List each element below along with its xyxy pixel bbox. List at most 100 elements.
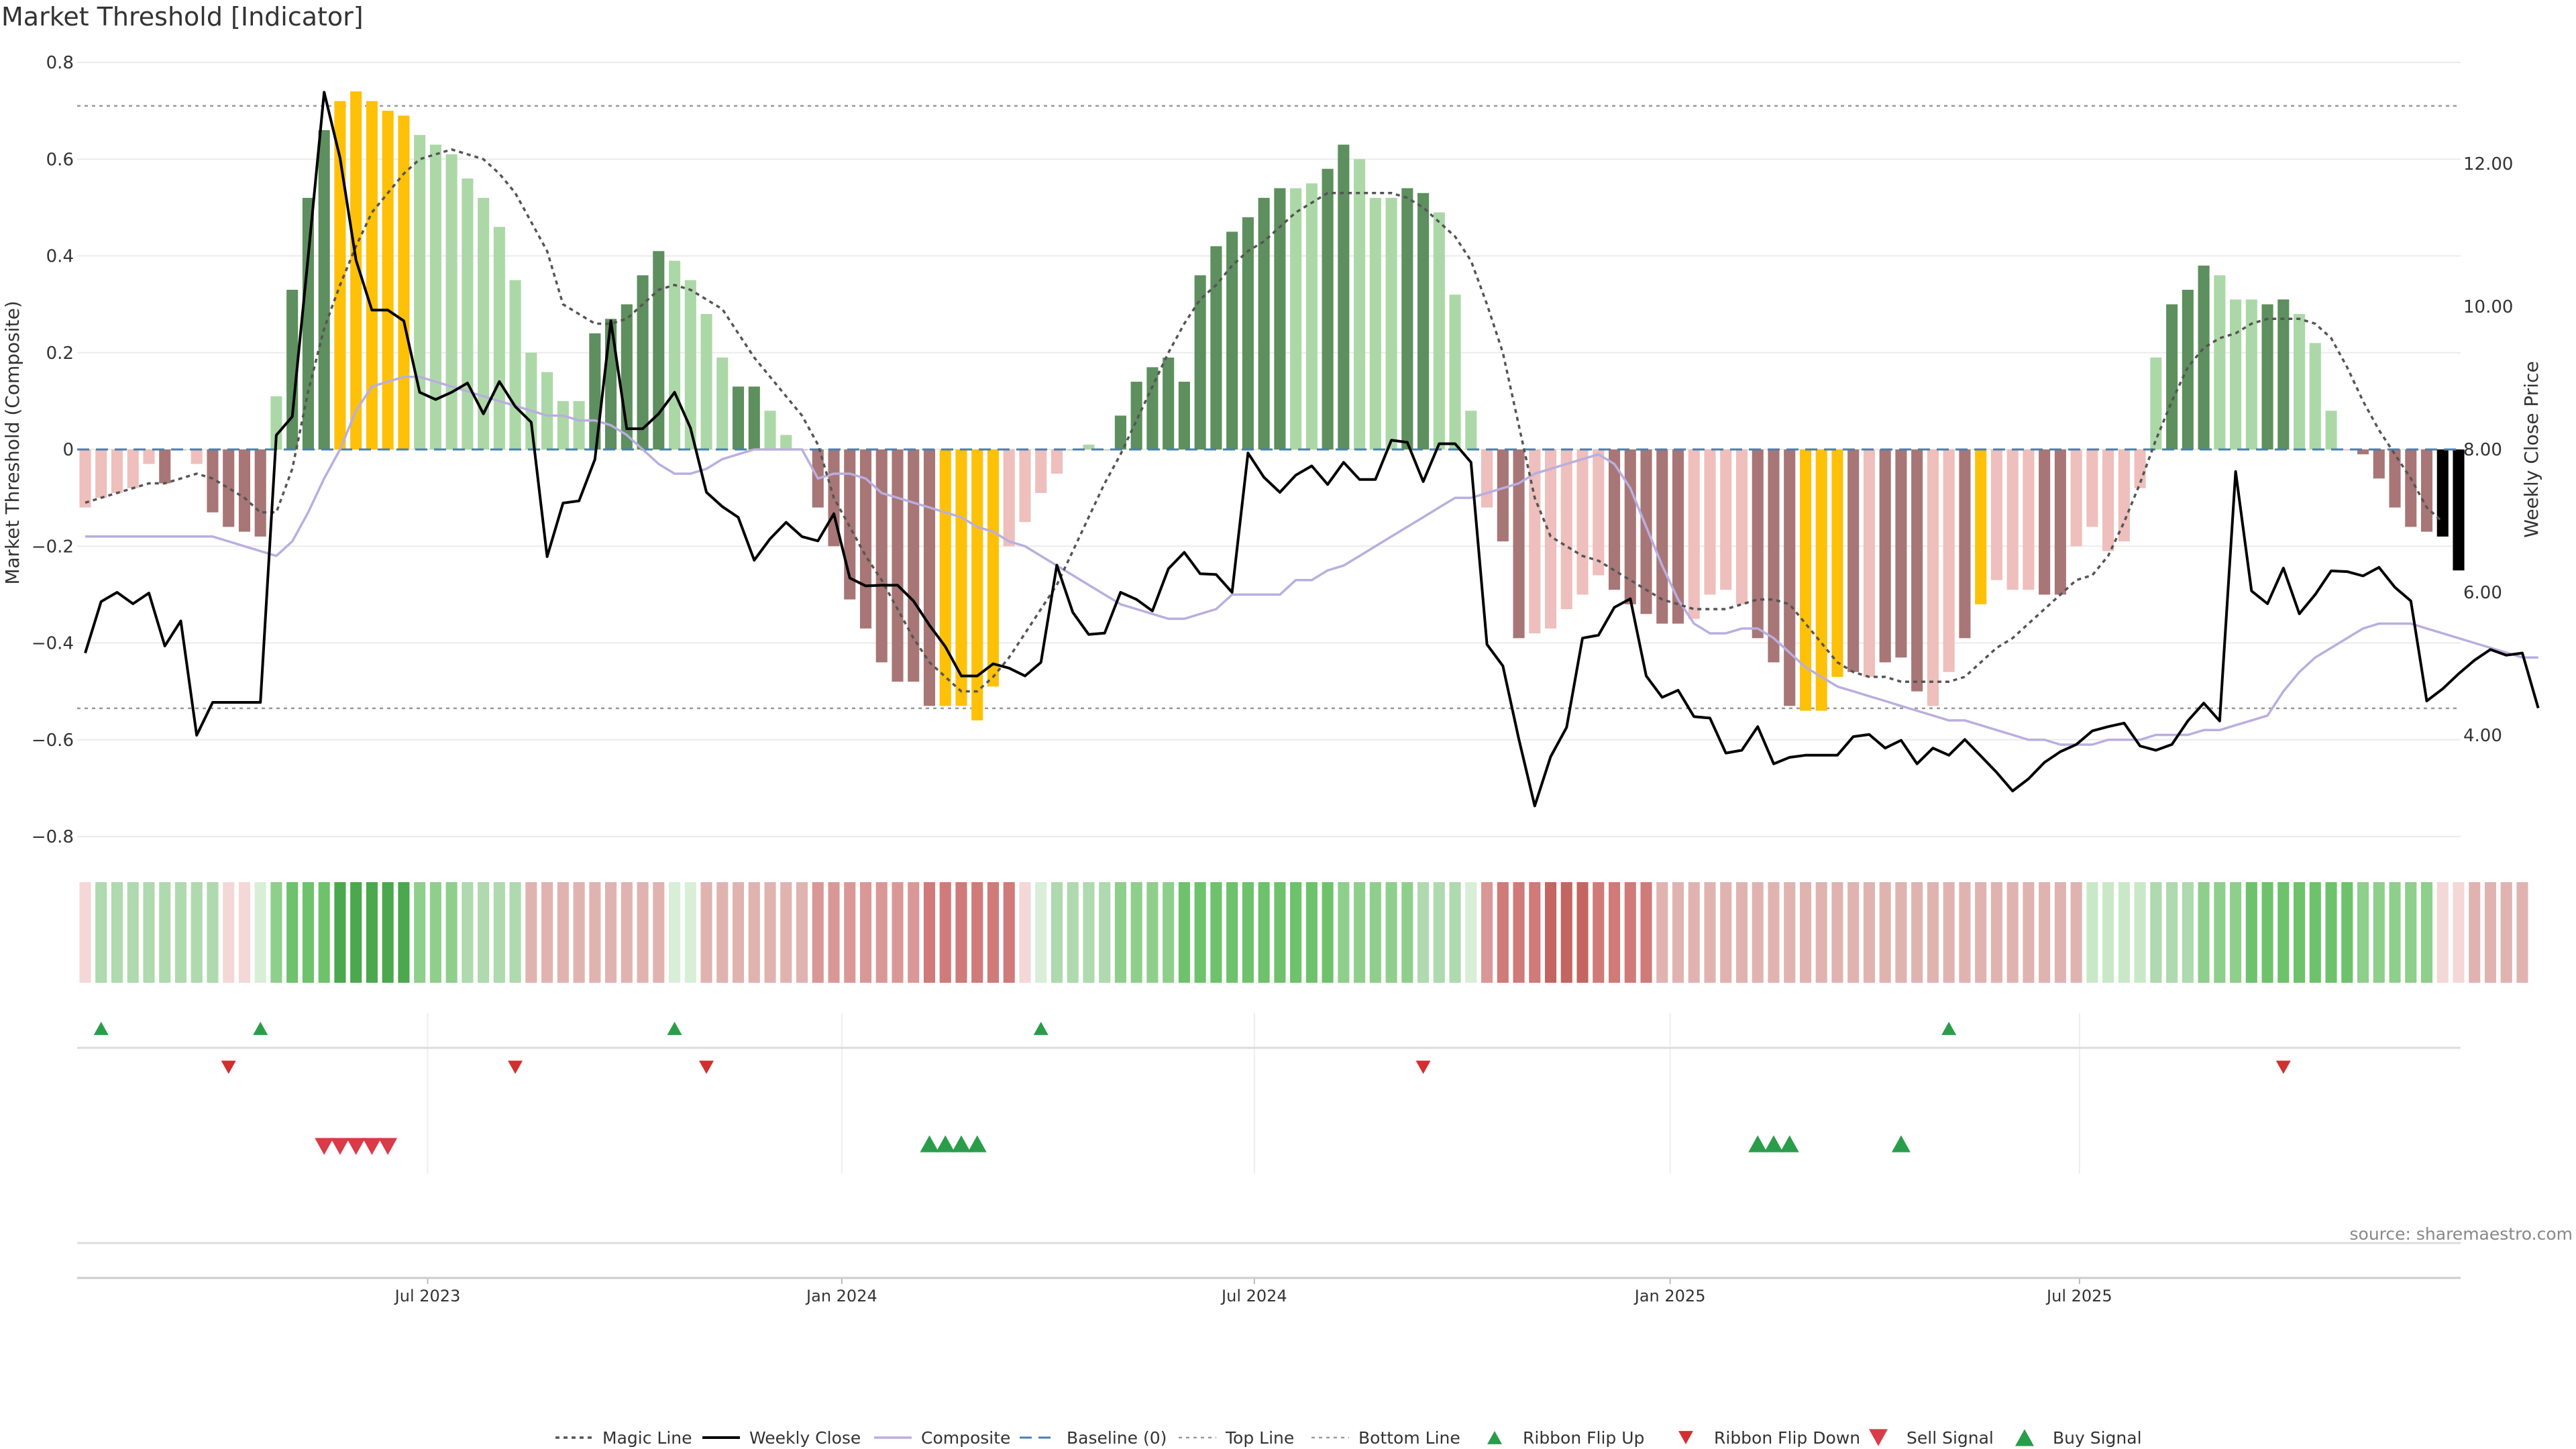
composite-bar bbox=[557, 400, 569, 449]
buy-signal-marker bbox=[1764, 1135, 1783, 1152]
composite-bar bbox=[1258, 197, 1270, 449]
legend-label: Ribbon Flip Down bbox=[1714, 1428, 1860, 1448]
legend-swatch-buy-signal bbox=[2015, 1429, 2034, 1446]
legend-swatch-sell-signal bbox=[1869, 1429, 1888, 1446]
sell-signal-marker bbox=[315, 1138, 334, 1155]
ribbon-cell bbox=[2389, 882, 2401, 983]
composite-bar bbox=[159, 449, 171, 484]
composite-bar bbox=[509, 280, 521, 449]
composite-bar bbox=[2102, 449, 2114, 551]
ribbon-cell bbox=[1178, 882, 1190, 983]
ribbon-cell bbox=[1608, 882, 1621, 983]
ribbon-cell bbox=[1895, 882, 1907, 983]
ribbon-cell bbox=[1735, 882, 1748, 983]
buy-signal-marker bbox=[951, 1135, 971, 1152]
legend: Magic Line Weekly Close Composite Baseline … bbox=[555, 1428, 2142, 1448]
ribbon-cell bbox=[716, 882, 729, 983]
composite-bar bbox=[2118, 449, 2130, 542]
ribbon-cell bbox=[2134, 882, 2146, 983]
composite-bar bbox=[1799, 449, 1812, 711]
ribbon-cell bbox=[1465, 882, 1477, 983]
composite-bar bbox=[2405, 449, 2417, 527]
ribbon-cell bbox=[509, 882, 521, 983]
ribbon-cell bbox=[2405, 882, 2417, 983]
ribbon-cell bbox=[462, 882, 474, 983]
ribbon-flip-up-marker bbox=[1941, 1022, 1957, 1035]
ribbon-cell bbox=[1338, 882, 1350, 983]
buy-signal-marker bbox=[967, 1135, 987, 1152]
ribbon-cell bbox=[1513, 882, 1525, 983]
ribbon-cell bbox=[1831, 882, 1843, 983]
ribbon-cell bbox=[1274, 882, 1286, 983]
composite-bar bbox=[1226, 231, 1238, 449]
ribbon-cell bbox=[748, 882, 760, 983]
ribbon-cell bbox=[366, 882, 378, 983]
ribbon-cell bbox=[127, 882, 139, 983]
legend-label: Magic Line bbox=[602, 1428, 692, 1448]
ribbon-cell bbox=[525, 882, 537, 983]
composite-bar bbox=[1895, 449, 1907, 658]
composite-bar bbox=[1704, 449, 1716, 595]
composite-bar bbox=[1879, 449, 1891, 663]
ribbon-cell bbox=[334, 882, 346, 983]
composite-bar bbox=[1178, 382, 1190, 449]
ribbon-cell bbox=[2102, 882, 2114, 983]
composite-bar bbox=[1624, 449, 1636, 604]
composite-bar bbox=[1163, 357, 1175, 449]
composite-bar bbox=[1433, 212, 1445, 449]
ribbon-cell bbox=[2500, 882, 2512, 983]
composite-bar bbox=[429, 144, 441, 450]
composite-bar bbox=[1608, 449, 1621, 590]
composite-bar bbox=[1338, 144, 1350, 450]
ribbon-cell bbox=[1051, 882, 1063, 983]
composite-bar bbox=[302, 197, 314, 449]
ribbon-cell bbox=[1560, 882, 1572, 983]
ribbon-cell bbox=[1067, 882, 1079, 983]
ribbon-cell bbox=[1990, 882, 2002, 983]
buy-signal-marker bbox=[1748, 1135, 1768, 1152]
composite-bar bbox=[1735, 449, 1748, 604]
composite-line bbox=[85, 376, 2538, 746]
composite-bar bbox=[334, 101, 346, 449]
y-left-tick-label: 0.8 bbox=[46, 53, 74, 73]
ribbon-cell bbox=[2277, 882, 2290, 983]
ribbon-cell bbox=[1720, 882, 1732, 983]
composite-bar bbox=[908, 449, 920, 682]
composite-bar bbox=[1640, 449, 1652, 614]
composite-bar bbox=[1529, 449, 1541, 634]
composite-bar bbox=[143, 449, 155, 464]
ribbon-cell bbox=[174, 882, 187, 983]
composite-bar bbox=[1401, 188, 1413, 449]
composite-bar bbox=[525, 352, 537, 449]
ribbon-cell bbox=[1354, 882, 1366, 983]
ribbon-flip-up-marker bbox=[1033, 1022, 1049, 1035]
sell-signal-marker bbox=[346, 1138, 366, 1155]
legend-swatch-ribbon-flip-up bbox=[1487, 1431, 1502, 1444]
ribbon-cell bbox=[1322, 882, 1334, 983]
composite-bar bbox=[2214, 275, 2226, 449]
composite-bar bbox=[764, 411, 776, 449]
composite-bar bbox=[2086, 449, 2098, 527]
ribbon-cell bbox=[1401, 882, 1413, 983]
composite-bar bbox=[1242, 217, 1254, 449]
ribbon-cell bbox=[95, 882, 107, 983]
composite-bar bbox=[955, 449, 967, 706]
composite-bars bbox=[79, 91, 2465, 720]
composite-bar bbox=[605, 319, 617, 449]
ribbon-cell bbox=[1799, 882, 1812, 983]
ribbon-cell bbox=[1544, 882, 1557, 983]
composite-bar bbox=[1465, 411, 1477, 449]
composite-bar bbox=[2294, 314, 2306, 449]
composite-bar bbox=[1449, 294, 1461, 449]
buy-signal-marker bbox=[920, 1135, 939, 1152]
ribbon-cell bbox=[780, 882, 792, 983]
composite-bar bbox=[1019, 449, 1031, 523]
ribbon-cell bbox=[2086, 882, 2098, 983]
ribbon-cell bbox=[2516, 882, 2528, 983]
ribbon-cell bbox=[2261, 882, 2273, 983]
composite-bar bbox=[653, 251, 665, 449]
composite-bar bbox=[1274, 188, 1286, 449]
ribbon-cell bbox=[2341, 882, 2353, 983]
composite-bar bbox=[95, 449, 107, 498]
composite-bar bbox=[207, 449, 219, 513]
